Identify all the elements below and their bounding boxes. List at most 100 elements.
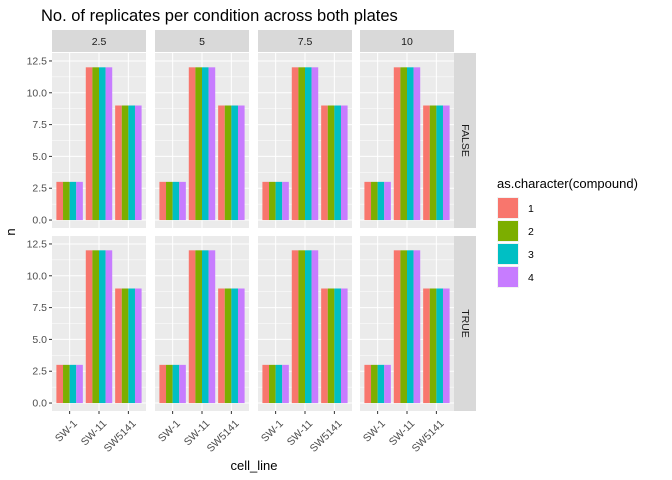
bar — [202, 67, 209, 221]
bar — [442, 288, 450, 404]
x-tick-label: SW5141 — [410, 418, 447, 455]
bar — [188, 67, 196, 221]
bar — [166, 181, 173, 221]
x-tick-label: SW-1 — [156, 418, 183, 445]
bar — [436, 105, 443, 221]
bar — [188, 250, 196, 404]
bar — [298, 67, 305, 221]
bar — [311, 67, 319, 221]
y-tick-label: 10.0 — [27, 87, 48, 99]
bar — [218, 288, 225, 404]
bar — [291, 250, 299, 404]
y-axis-title: n — [3, 228, 18, 235]
bar — [269, 181, 276, 221]
bar — [85, 250, 93, 404]
bar — [128, 288, 135, 404]
x-axis-title: cell_line — [231, 458, 278, 473]
y-tick-label: 0.0 — [32, 398, 47, 410]
facet-panel — [258, 53, 352, 228]
x-tick-label: SW5141 — [308, 418, 345, 455]
x-tick-label: SW5141 — [205, 418, 242, 455]
chart-title: No. of replicates per condition across b… — [41, 7, 398, 25]
bar — [384, 181, 391, 221]
bar — [269, 364, 276, 404]
bar — [298, 250, 305, 404]
bar — [262, 364, 270, 404]
facet-strip-top-label: 2.5 — [92, 36, 107, 48]
bar — [224, 288, 232, 404]
bar — [305, 67, 312, 221]
bar — [105, 67, 113, 221]
x-tick-label: SW-1 — [53, 418, 80, 445]
facet-strip-top-label: 5 — [199, 36, 205, 48]
facet-panel — [52, 236, 146, 411]
y-tick-label: 0.0 — [32, 215, 47, 227]
facet-strip-right-label: TRUE — [459, 309, 471, 338]
bar — [282, 364, 289, 404]
bar — [69, 364, 77, 404]
facet-strip-top-label: 10 — [401, 36, 413, 48]
legend-label: 1 — [528, 203, 534, 215]
bar — [371, 181, 378, 221]
bar — [429, 288, 437, 404]
bar — [99, 250, 106, 404]
legend-swatch — [498, 244, 518, 264]
facet-panel — [155, 236, 249, 411]
bar — [99, 67, 106, 221]
bar — [407, 67, 414, 221]
bar — [195, 67, 202, 221]
facet-panel — [52, 53, 146, 228]
bar — [327, 288, 335, 404]
bar — [282, 181, 289, 221]
bar — [364, 181, 372, 221]
bar — [442, 105, 450, 221]
bar — [159, 181, 167, 221]
bar — [237, 105, 245, 221]
bar — [275, 181, 283, 221]
bar — [56, 364, 64, 404]
bar — [218, 105, 225, 221]
y-tick-label: 7.5 — [32, 302, 47, 314]
bar — [400, 67, 407, 221]
bar — [377, 364, 385, 404]
bar — [364, 364, 372, 404]
bar — [327, 105, 335, 221]
bar — [76, 364, 83, 404]
bar — [121, 105, 129, 221]
bar — [63, 364, 70, 404]
bar — [202, 250, 209, 404]
facet-strip-top — [52, 30, 146, 52]
bar — [275, 364, 283, 404]
legend-swatch — [498, 198, 518, 218]
bar — [321, 105, 328, 221]
bar — [115, 288, 122, 404]
bar — [159, 364, 167, 404]
bar — [231, 105, 238, 221]
bar — [321, 288, 328, 404]
bar — [63, 181, 70, 221]
facet-panel — [155, 53, 249, 228]
legend-swatch — [498, 221, 518, 241]
bar — [166, 364, 173, 404]
y-tick-label: 10.0 — [27, 270, 48, 282]
bar — [413, 67, 421, 221]
legend-label: 3 — [528, 249, 534, 261]
bar — [384, 364, 391, 404]
bar — [413, 250, 421, 404]
bar — [407, 250, 414, 404]
bar — [377, 181, 385, 221]
bar — [393, 67, 401, 221]
bar — [291, 67, 299, 221]
bar — [115, 105, 122, 221]
bar — [436, 288, 443, 404]
bar — [231, 288, 238, 404]
bar — [208, 67, 216, 221]
legend: as.character(compound) 1 2 3 4 — [497, 176, 638, 288]
bar — [85, 67, 93, 221]
facet-panel — [360, 53, 454, 228]
x-tick-label: SW5141 — [102, 418, 139, 455]
facet-strip-top — [258, 30, 352, 52]
legend-label: 2 — [528, 226, 534, 238]
bar — [56, 181, 64, 221]
